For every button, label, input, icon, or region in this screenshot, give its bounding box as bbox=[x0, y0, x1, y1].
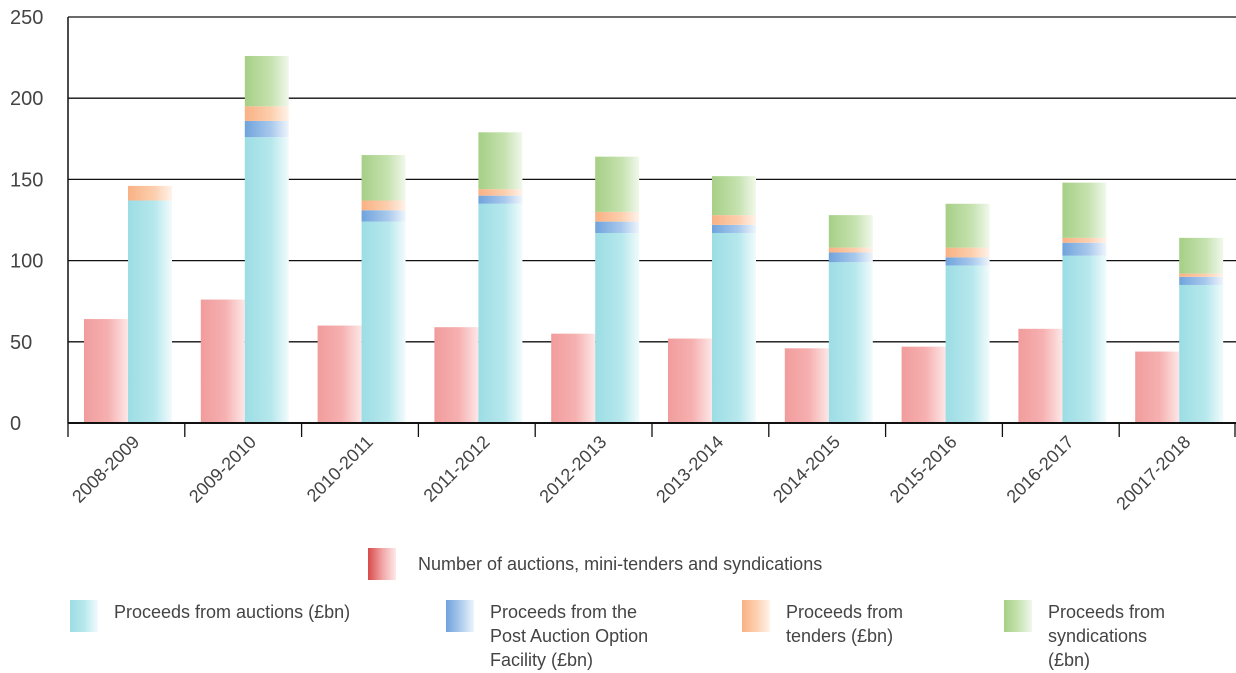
y-tick-label: 200 bbox=[10, 88, 43, 110]
bar-segment-auctions bbox=[128, 200, 172, 423]
y-tick-label: 50 bbox=[10, 332, 32, 354]
bar-count bbox=[84, 319, 128, 423]
bar-segment-auctions bbox=[828, 262, 873, 423]
bar-segment-paof bbox=[361, 210, 406, 222]
bar-segment-auctions bbox=[1062, 255, 1107, 423]
legend-label-tenders: Proceeds from tenders (£bn) bbox=[786, 602, 904, 646]
bar-count bbox=[200, 299, 245, 423]
bar-segment-paof bbox=[945, 257, 990, 266]
bar-count bbox=[1135, 351, 1180, 423]
bar-segment-syndications bbox=[1062, 182, 1107, 238]
bar-segment-auctions bbox=[478, 203, 523, 423]
legend-swatch-syndications bbox=[1004, 600, 1032, 632]
bar-segment-paof bbox=[595, 221, 640, 233]
bar-segment-auctions bbox=[595, 232, 640, 423]
bar-count bbox=[551, 333, 596, 423]
legend-label-auctions: Proceeds from auctions (£bn) bbox=[114, 602, 351, 622]
y-tick-label: 150 bbox=[10, 169, 43, 191]
bar-count bbox=[317, 325, 362, 423]
bar-segment-tenders bbox=[361, 200, 406, 211]
bar-segment-tenders bbox=[828, 247, 873, 253]
legend-item-syndications: Proceeds from syndications (£bn) bbox=[1004, 600, 1165, 672]
bar-count bbox=[1018, 328, 1063, 423]
legend-swatch-count bbox=[368, 548, 396, 580]
bar-segment-tenders bbox=[478, 189, 523, 196]
legend-item-count: Number of auctions, mini-tenders and syn… bbox=[368, 548, 822, 580]
bar-segment-syndications bbox=[1179, 237, 1224, 274]
bar-count bbox=[784, 348, 829, 423]
bar-segment-tenders bbox=[128, 185, 172, 201]
bar-segment-paof bbox=[244, 120, 289, 138]
legend-item-paof: Proceeds from the Post Auction Option Fa… bbox=[446, 600, 648, 672]
bar-count bbox=[901, 346, 946, 423]
bar-segment-auctions bbox=[712, 232, 756, 423]
bar-segment-paof bbox=[478, 195, 523, 204]
bar-segment-paof bbox=[828, 252, 873, 263]
bar-segment-auctions bbox=[244, 137, 289, 423]
legend-label-syndications: Proceeds from syndications (£bn) bbox=[1048, 602, 1166, 670]
legend-item-tenders: Proceeds from tenders (£bn) bbox=[742, 600, 903, 648]
bar-segment-syndications bbox=[945, 203, 990, 248]
bar-count bbox=[434, 327, 479, 423]
bar-segment-auctions bbox=[945, 265, 990, 423]
bar-segment-auctions bbox=[1179, 284, 1224, 423]
y-tick-label: 100 bbox=[10, 251, 43, 273]
bar-segment-syndications bbox=[478, 132, 523, 190]
bar-segment-tenders bbox=[712, 215, 756, 225]
legend-label-paof: Proceeds from the Post Auction Option Fa… bbox=[490, 602, 649, 670]
legend-item-auctions: Proceeds from auctions (£bn) bbox=[70, 600, 350, 632]
legend-swatch-tenders bbox=[742, 600, 770, 632]
bar-segment-tenders bbox=[1179, 273, 1224, 277]
bar-segment-syndications bbox=[361, 155, 406, 201]
legend-swatch-paof bbox=[446, 600, 474, 632]
bar-count bbox=[668, 338, 712, 423]
bar-segment-tenders bbox=[244, 106, 289, 121]
bar-segment-tenders bbox=[1062, 237, 1107, 243]
bars bbox=[84, 55, 1224, 423]
y-tick-label: 0 bbox=[10, 413, 21, 435]
legend-swatch-auctions bbox=[70, 600, 98, 632]
y-tick-label: 250 bbox=[10, 7, 43, 29]
bar-segment-syndications bbox=[595, 156, 640, 212]
bar-segment-paof bbox=[1179, 276, 1224, 285]
bar-segment-auctions bbox=[361, 221, 406, 423]
bar-segment-paof bbox=[712, 224, 756, 233]
bar-segment-paof bbox=[1062, 242, 1107, 256]
bar-segment-syndications bbox=[712, 176, 756, 216]
legend-label-count: Number of auctions, mini-tenders and syn… bbox=[418, 554, 823, 574]
bar-segment-syndications bbox=[828, 215, 873, 248]
bar-segment-tenders bbox=[945, 247, 990, 258]
bar-segment-syndications bbox=[244, 55, 289, 107]
bar-segment-tenders bbox=[595, 211, 640, 222]
